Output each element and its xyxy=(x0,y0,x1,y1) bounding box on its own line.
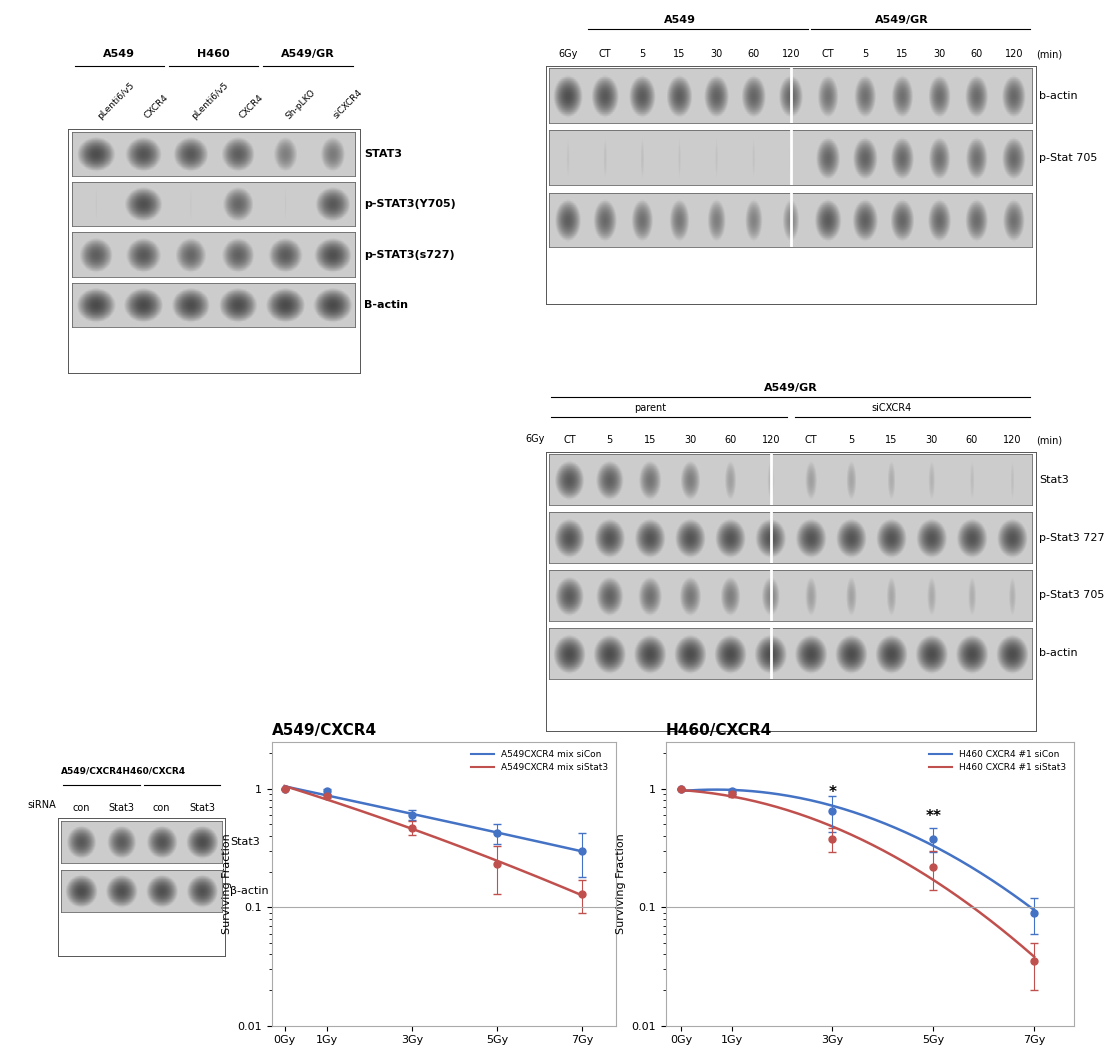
Text: CT: CT xyxy=(563,436,576,445)
Text: β-actin: β-actin xyxy=(230,886,269,896)
Text: 5: 5 xyxy=(862,49,868,59)
Text: 60: 60 xyxy=(725,436,737,445)
Text: 15: 15 xyxy=(886,436,898,445)
Text: 6Gy: 6Gy xyxy=(558,49,577,59)
Text: p-Stat3 727: p-Stat3 727 xyxy=(1039,532,1104,543)
Text: siRNA: siRNA xyxy=(28,800,57,810)
Text: Stat3: Stat3 xyxy=(189,803,215,813)
Text: pLenti6/v5: pLenti6/v5 xyxy=(190,80,231,121)
Text: H460: H460 xyxy=(198,48,230,59)
Text: CT: CT xyxy=(599,49,612,59)
Text: Stat3: Stat3 xyxy=(1039,474,1069,485)
Text: 120: 120 xyxy=(1005,49,1023,59)
Text: B-actin: B-actin xyxy=(364,300,408,310)
Text: siCXCR4: siCXCR4 xyxy=(871,403,911,413)
Text: (min): (min) xyxy=(1037,436,1062,445)
Text: p-STAT3(s727): p-STAT3(s727) xyxy=(364,249,455,260)
Text: p-Stat 705: p-Stat 705 xyxy=(1039,153,1098,163)
Text: CT: CT xyxy=(821,49,835,59)
Text: 30: 30 xyxy=(710,49,723,59)
Y-axis label: Surviving Fraction: Surviving Fraction xyxy=(222,833,232,934)
Text: 15: 15 xyxy=(896,49,908,59)
Text: 6Gy: 6Gy xyxy=(525,433,544,444)
Text: 60: 60 xyxy=(966,436,978,445)
Text: con: con xyxy=(72,803,90,813)
Text: b-actin: b-actin xyxy=(1039,648,1078,659)
Text: A549/CXCR4H460/CXCR4: A549/CXCR4H460/CXCR4 xyxy=(61,767,186,775)
Text: 30: 30 xyxy=(684,436,696,445)
Text: 120: 120 xyxy=(761,436,780,445)
Text: 120: 120 xyxy=(781,49,800,59)
Text: (min): (min) xyxy=(1036,49,1062,59)
Text: STAT3: STAT3 xyxy=(364,148,402,159)
Text: 5: 5 xyxy=(607,436,613,445)
Text: 5: 5 xyxy=(848,436,855,445)
Text: 60: 60 xyxy=(748,49,760,59)
Y-axis label: Surviving Fraction: Surviving Fraction xyxy=(616,833,626,934)
Text: **: ** xyxy=(926,809,941,825)
Text: CXCR4: CXCR4 xyxy=(238,93,265,121)
Text: A549/GR: A549/GR xyxy=(876,15,929,25)
Text: H460/CXCR4: H460/CXCR4 xyxy=(666,723,773,737)
Text: Stat3: Stat3 xyxy=(109,803,134,813)
Text: pLenti6/v5: pLenti6/v5 xyxy=(95,80,137,121)
Text: A549: A549 xyxy=(664,15,696,25)
Text: parent: parent xyxy=(634,403,666,413)
Text: p-Stat3 705: p-Stat3 705 xyxy=(1039,590,1104,601)
Text: *: * xyxy=(828,785,837,801)
Text: siCXCR4: siCXCR4 xyxy=(332,88,364,121)
Text: b-actin: b-actin xyxy=(1039,90,1078,101)
Text: 30: 30 xyxy=(934,49,946,59)
Text: CXCR4: CXCR4 xyxy=(143,93,171,121)
Text: 5: 5 xyxy=(639,49,645,59)
Legend: A549CXCR4 mix siCon, A549CXCR4 mix siStat3: A549CXCR4 mix siCon, A549CXCR4 mix siSta… xyxy=(467,746,612,776)
Text: Sh-pLKO: Sh-pLKO xyxy=(284,87,317,121)
Text: p-STAT3(Y705): p-STAT3(Y705) xyxy=(364,199,456,209)
Text: 60: 60 xyxy=(970,49,982,59)
Text: A549/GR: A549/GR xyxy=(281,48,335,59)
Text: 120: 120 xyxy=(1003,436,1021,445)
Text: 30: 30 xyxy=(926,436,938,445)
Text: CT: CT xyxy=(805,436,817,445)
Text: 15: 15 xyxy=(644,436,656,445)
Text: 15: 15 xyxy=(674,49,686,59)
Text: A549/GR: A549/GR xyxy=(764,383,818,393)
Text: Stat3: Stat3 xyxy=(230,836,260,847)
Text: A549/CXCR4: A549/CXCR4 xyxy=(272,723,377,737)
Legend: H460 CXCR4 #1 siCon, H460 CXCR4 #1 siStat3: H460 CXCR4 #1 siCon, H460 CXCR4 #1 siSta… xyxy=(926,746,1070,776)
Text: A549: A549 xyxy=(103,48,135,59)
Text: con: con xyxy=(153,803,171,813)
